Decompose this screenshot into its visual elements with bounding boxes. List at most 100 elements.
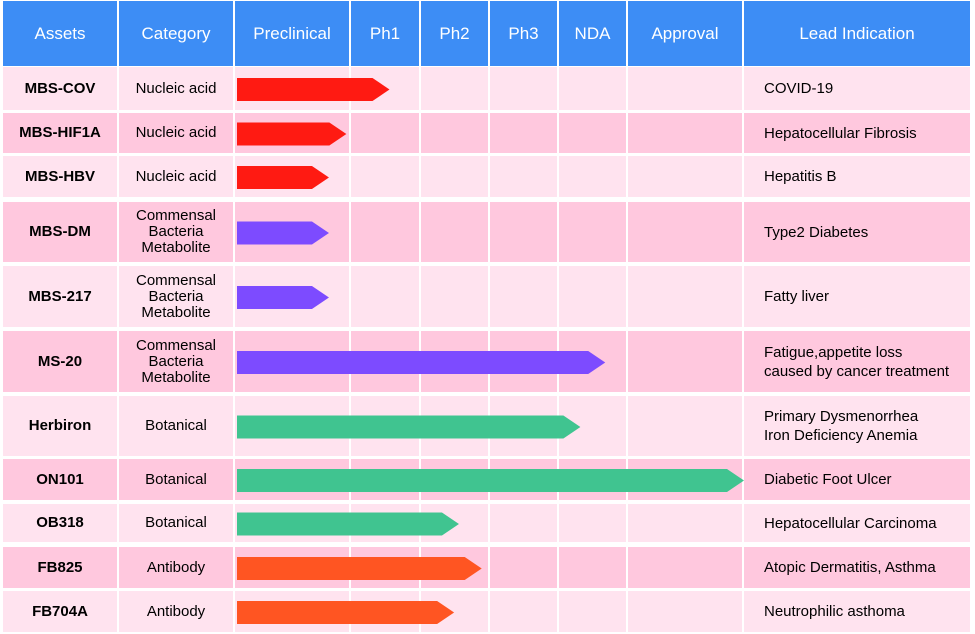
row-0-ph2 (421, 67, 488, 110)
asset-name: ON101 (36, 470, 84, 488)
row-5-assets: MS-20 (3, 331, 117, 392)
row-6-lead-indication: Primary Dysmenorrhea Iron Deficiency Ane… (744, 396, 970, 456)
row-3-approval (628, 202, 742, 262)
row-0-assets: MBS-COV (3, 67, 117, 110)
row-7-approval (628, 459, 742, 500)
row-7-nda (559, 459, 626, 500)
row-9-approval (628, 547, 742, 588)
row-0-ph3 (490, 67, 557, 110)
header-lead-indication: Lead Indication (744, 1, 970, 66)
asset-name: OB318 (36, 514, 84, 531)
header-label: Approval (651, 23, 719, 43)
lead-indication-text: Hepatocellular Fibrosis (764, 124, 917, 142)
row-2-approval (628, 156, 742, 197)
row-2-ph3 (490, 156, 557, 197)
header-label: Lead Indication (799, 23, 915, 43)
row-10-assets: FB704A (3, 591, 117, 632)
row-10-lead-indication: Neutrophilic asthoma (744, 591, 970, 632)
header-label: Ph1 (369, 23, 401, 43)
category-label: Antibody (146, 558, 206, 576)
row-6-ph3 (490, 396, 557, 456)
row-10-ph2 (421, 591, 488, 632)
row-7-lead-indication: Diabetic Foot Ulcer (744, 459, 970, 500)
row-6-assets: Herbiron (3, 396, 117, 456)
row-1-category: Nucleic acid (119, 113, 233, 153)
row-4-assets: MBS-217 (3, 266, 117, 327)
row-8-category: Botanical (119, 504, 233, 542)
row-4-ph1 (351, 266, 419, 327)
row-9-nda (559, 547, 626, 588)
row-4-ph3 (490, 266, 557, 327)
row-3-assets: MBS-DM (3, 202, 117, 262)
row-0-approval (628, 67, 742, 110)
category-label: Nucleic acid (135, 124, 217, 141)
row-3-lead-indication: Type2 Diabetes (744, 202, 970, 262)
row-9-ph2 (421, 547, 488, 588)
row-5-lead-indication: Fatigue,appetite loss caused by cancer t… (744, 331, 970, 392)
row-5-approval (628, 331, 742, 392)
lead-indication-text: Atopic Dermatitis, Asthma (764, 559, 936, 576)
asset-name: MBS-COV (24, 79, 96, 97)
row-1-assets: MBS-HIF1A (3, 113, 117, 153)
row-4-preclinical (235, 266, 349, 327)
asset-name: MS-20 (37, 352, 83, 370)
category-label: Commensal Bacteria Metabolite (135, 271, 217, 321)
category-label: Nucleic acid (135, 167, 217, 185)
header-label: NDA (574, 23, 611, 43)
row-2-preclinical (235, 156, 349, 197)
row-4-lead-indication: Fatty liver (744, 266, 970, 327)
header-preclinical: Preclinical (235, 1, 349, 66)
row-0-ph1 (351, 67, 419, 110)
lead-indication-text: Diabetic Foot Ulcer (764, 471, 892, 488)
asset-name: MBS-HIF1A (19, 124, 101, 141)
row-3-ph2 (421, 202, 488, 262)
row-6-ph2 (421, 396, 488, 456)
asset-name: FB704A (32, 602, 88, 620)
row-0-lead-indication: COVID-19 (744, 67, 970, 110)
header-ph1: Ph1 (351, 1, 419, 66)
row-8-ph1 (351, 504, 419, 542)
row-4-ph2 (421, 266, 488, 327)
row-10-approval (628, 591, 742, 632)
category-label: Botanical (145, 417, 207, 434)
header-ph2: Ph2 (421, 1, 488, 66)
asset-name: MBS-DM (29, 223, 91, 240)
header-label: Category (141, 23, 211, 43)
row-1-ph1 (351, 113, 419, 153)
row-2-nda (559, 156, 626, 197)
row-6-approval (628, 396, 742, 456)
row-4-approval (628, 266, 742, 327)
category-label: Commensal Bacteria Metabolite (135, 207, 217, 256)
row-7-ph3 (490, 459, 557, 500)
category-label: Nucleic acid (135, 79, 217, 97)
row-10-preclinical (235, 591, 349, 632)
row-6-nda (559, 396, 626, 456)
row-3-ph3 (490, 202, 557, 262)
asset-name: MBS-HBV (25, 167, 95, 185)
row-8-approval (628, 504, 742, 542)
row-2-lead-indication: Hepatitis B (744, 156, 970, 197)
header-approval: Approval (628, 1, 742, 66)
row-5-nda (559, 331, 626, 392)
row-0-preclinical (235, 67, 349, 110)
row-2-category: Nucleic acid (119, 156, 233, 197)
lead-indication-text: Primary Dysmenorrhea Iron Deficiency Ane… (764, 408, 919, 444)
row-8-nda (559, 504, 626, 542)
row-1-preclinical (235, 113, 349, 153)
row-10-ph3 (490, 591, 557, 632)
row-9-assets: FB825 (3, 547, 117, 588)
asset-name: Herbiron (28, 417, 92, 434)
asset-name: MBS-217 (28, 287, 92, 305)
lead-indication-text: Fatty liver (764, 288, 830, 305)
row-1-ph3 (490, 113, 557, 153)
row-2-ph1 (351, 156, 419, 197)
row-7-assets: ON101 (3, 459, 117, 500)
row-6-ph1 (351, 396, 419, 456)
row-10-category: Antibody (119, 591, 233, 632)
row-4-nda (559, 266, 626, 327)
header-label: Assets (34, 23, 86, 43)
row-4-category: Commensal Bacteria Metabolite (119, 266, 233, 327)
row-3-preclinical (235, 202, 349, 262)
row-2-assets: MBS-HBV (3, 156, 117, 197)
